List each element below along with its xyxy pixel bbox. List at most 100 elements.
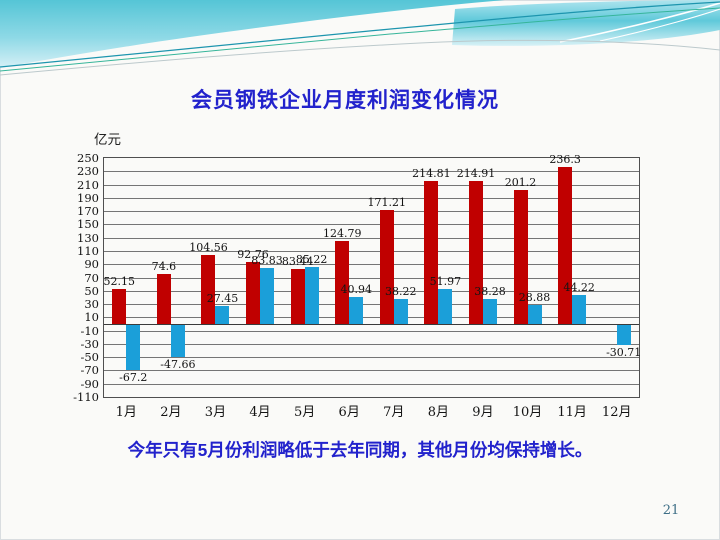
- grid-line: [104, 211, 639, 213]
- y-tick-label: 50: [84, 283, 99, 298]
- bar-data-label: 214.81: [412, 167, 451, 181]
- y-tick-label: 130: [77, 230, 99, 245]
- bar-chart-plot-area: 250 230 210 190 170 150 130 110 90 70 50 30 10 -10 -30…: [73, 151, 642, 420]
- grid-line: [104, 290, 639, 292]
- grid-line: [104, 370, 639, 372]
- bar-data-label: 27.45: [206, 291, 239, 305]
- month-label: 10月: [512, 405, 543, 420]
- bar: [304, 267, 319, 324]
- y-tick-label: 30: [84, 297, 99, 312]
- y-tick-label: 190: [77, 190, 99, 205]
- y-tick-label: 170: [77, 204, 99, 219]
- y-tick-label: 70: [84, 270, 99, 285]
- grid-line: [104, 330, 639, 332]
- grid-line: [104, 184, 639, 186]
- grid-line: [104, 357, 639, 359]
- y-tick-label: 150: [77, 217, 99, 232]
- month-label: 8月: [427, 405, 449, 420]
- bar: [572, 294, 587, 324]
- bar: [424, 181, 439, 324]
- page-title: 会员钢铁企业月度利润变化情况: [191, 89, 499, 112]
- grid-line: [104, 383, 639, 385]
- bar: [201, 254, 216, 324]
- bar: [527, 304, 542, 324]
- bar-data-label: 92.76: [237, 248, 269, 262]
- y-tick-label: 110: [77, 243, 99, 258]
- bar-data-label: 236.3: [549, 153, 581, 167]
- bar-data-label: 83.44: [281, 254, 314, 268]
- y-axis-unit-label: 亿元: [94, 132, 121, 148]
- month-label: 12月: [601, 405, 632, 420]
- grid-line: [104, 264, 639, 266]
- bar-data-label: -47.66: [160, 357, 196, 371]
- bar: [215, 305, 230, 324]
- bar-data-label: 52.15: [103, 275, 136, 289]
- y-tick-label: 210: [77, 177, 99, 192]
- month-label: 9月: [472, 405, 494, 420]
- bar: [393, 298, 408, 324]
- grid-line: [104, 237, 639, 239]
- bar-data-label: 171.21: [367, 196, 407, 210]
- y-tick-label: 230: [77, 164, 99, 179]
- month-label: 11月: [557, 405, 587, 420]
- bar: [112, 289, 127, 324]
- bar-data-label: 40.94: [340, 282, 372, 296]
- wave-decoration-graphic: [0, 0, 720, 76]
- bar: [379, 210, 394, 324]
- month-label: 4月: [249, 405, 271, 420]
- bar-data-label: -67.2: [119, 370, 148, 384]
- bar-data-label: 38.28: [474, 284, 506, 298]
- bar: [335, 241, 350, 324]
- bar: [246, 262, 261, 324]
- bar-data-label: 85.22: [295, 253, 328, 267]
- bar: [156, 274, 171, 324]
- month-label: 3月: [204, 405, 227, 420]
- month-label: 2月: [160, 405, 182, 420]
- bar: [260, 268, 275, 324]
- grid-line: [104, 277, 639, 279]
- y-tick-label: -30: [80, 336, 99, 351]
- bar-data-label: 44.22: [563, 280, 595, 294]
- bar: [513, 190, 528, 324]
- bar-data-label: -30.71: [606, 346, 642, 360]
- y-tick-label: -10: [80, 323, 99, 338]
- bar: [558, 167, 573, 324]
- bar: [349, 296, 364, 324]
- bar: [468, 181, 483, 324]
- grid-line: [104, 304, 639, 306]
- bar-data-label: 83.83: [251, 254, 283, 268]
- bar: [482, 298, 497, 324]
- bar: [438, 289, 453, 324]
- bar-data-label: 124.79: [322, 227, 362, 241]
- bar-data-label: 28.88: [518, 290, 551, 304]
- grid-line: [104, 250, 639, 252]
- bar: [616, 324, 631, 346]
- bar-data-label: 104.56: [189, 240, 228, 254]
- month-label: 5月: [293, 405, 316, 420]
- grid-line: [104, 171, 639, 173]
- grid-line: [104, 224, 639, 226]
- y-tick-label: -50: [80, 350, 99, 365]
- y-tick-label: 250: [77, 151, 99, 165]
- y-tick-label: -70: [80, 363, 99, 378]
- grid-line: [104, 197, 639, 199]
- y-tick-label: -110: [73, 390, 99, 404]
- bar-data-label: 38.22: [385, 284, 417, 298]
- bar-data-label: 51.97: [429, 275, 462, 289]
- bar-data-label: 201.2: [504, 176, 537, 190]
- page-number: 21: [662, 503, 680, 518]
- bar-data-label: 74.6: [151, 260, 177, 274]
- x-axis-zero-line: [104, 323, 639, 325]
- bar: [290, 268, 305, 324]
- month-label: 6月: [338, 405, 360, 420]
- grid-line: [104, 343, 639, 345]
- month-label: 7月: [383, 405, 405, 420]
- caption-text: 今年只有5月份利润略低于去年同期，其他月份均保持增长。: [127, 440, 593, 460]
- bar: [126, 324, 141, 370]
- y-tick-label: 10: [84, 310, 99, 325]
- y-tick-label: -90: [80, 376, 99, 391]
- grid-line: [104, 317, 639, 319]
- month-label: 1月: [115, 405, 137, 420]
- bar: [170, 324, 185, 357]
